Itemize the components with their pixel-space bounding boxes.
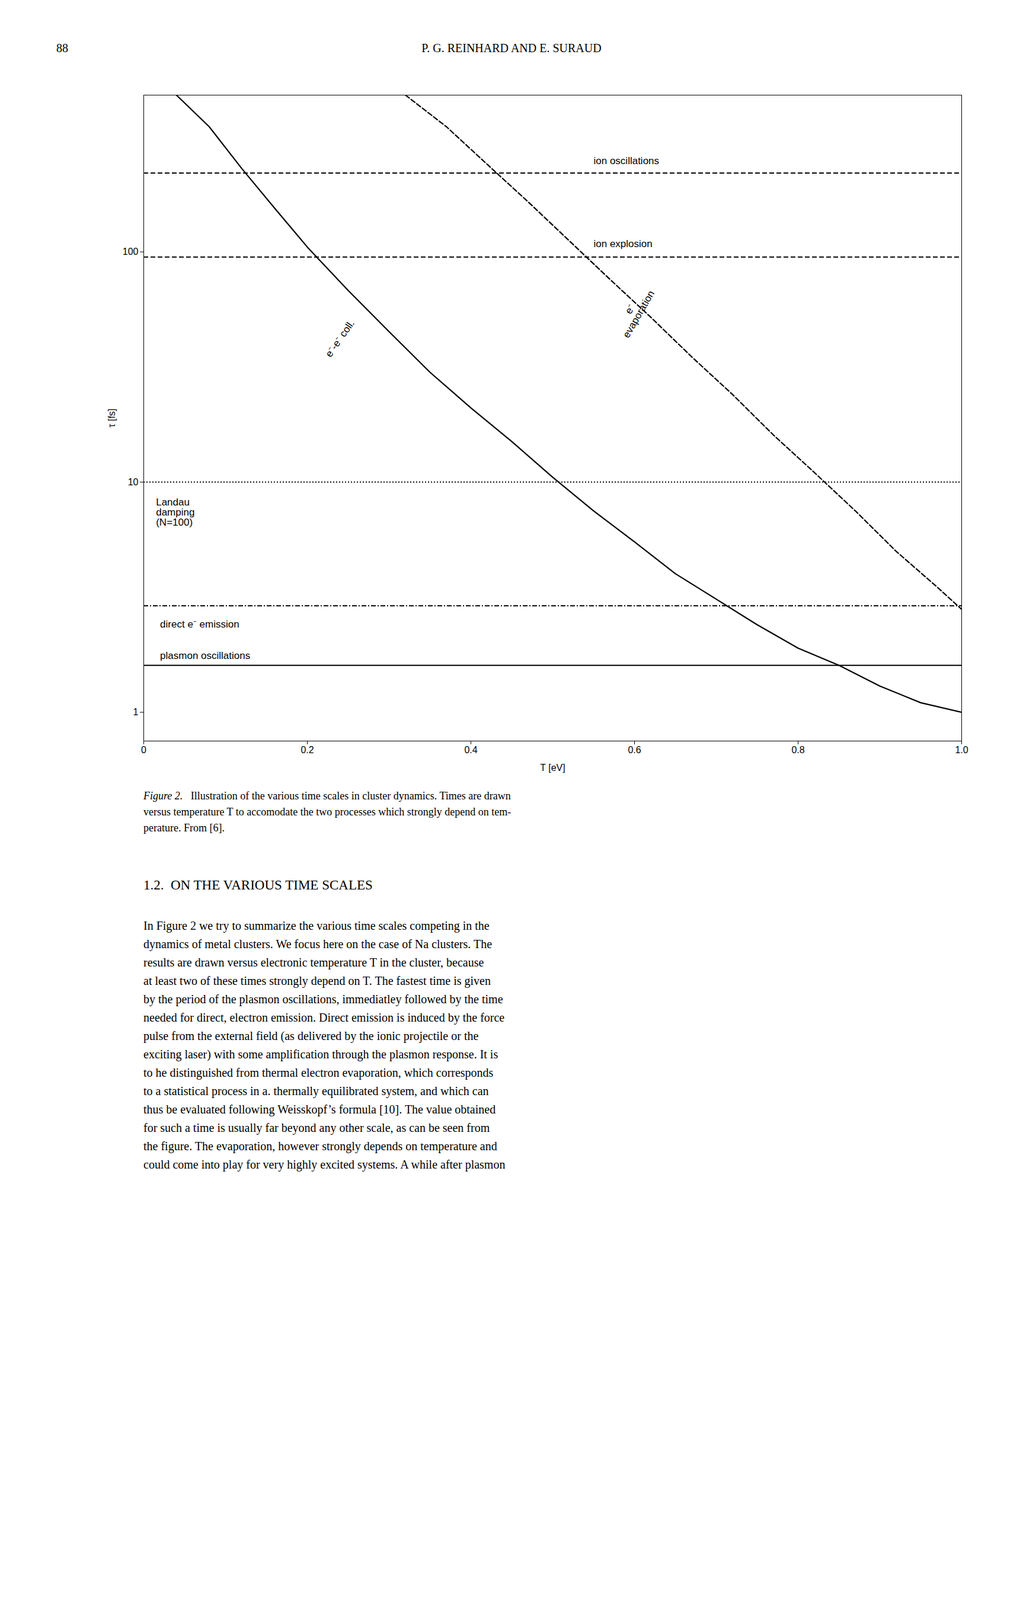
html-text:88: 88 — [56, 41, 69, 55]
html-text:Figure 2. Illustration of the: Figure 2. Illustration of the various ti… — [143, 790, 512, 834]
svg-text:ion explosion: ion explosion — [593, 238, 653, 250]
svg-text:plasmon oscillations: plasmon oscillations — [160, 650, 251, 662]
html-text:1.2. ON THE VARIOUS TIME SCALE: 1.2. ON THE VARIOUS TIME SCALES — [143, 877, 373, 893]
svg-text:0.4: 0.4 — [464, 745, 478, 756]
html-text:P. G. REINHARD AND E. SURAUD: P. G. REINHARD AND E. SURAUD — [421, 41, 602, 55]
svg-text:Landaudamping(N=100): Landaudamping(N=100) — [155, 496, 195, 529]
svg-text:1.0: 1.0 — [954, 745, 968, 756]
svg-text:0.6: 0.6 — [627, 745, 641, 756]
svg-text:T [eV]: T [eV] — [539, 762, 565, 773]
svg-text:e⁻evaporation: e⁻evaporation — [612, 283, 658, 340]
svg-text:direct e⁻ emission: direct e⁻ emission — [160, 618, 240, 631]
svg-text:0.2: 0.2 — [300, 745, 314, 756]
svg-text:100: 100 — [122, 246, 139, 257]
svg-text:e⁻-e⁻ coll.: e⁻-e⁻ coll. — [323, 318, 357, 360]
svg-text:0: 0 — [141, 745, 147, 756]
svg-text:ion oscillations: ion oscillations — [593, 155, 660, 167]
svg-text:τ [fs]: τ [fs] — [106, 408, 117, 428]
svg-text:1: 1 — [133, 707, 139, 718]
svg-text:10: 10 — [128, 477, 139, 488]
html-text:In Figure 2 we try to summariz: In Figure 2 we try to summarize the vari… — [143, 919, 506, 1172]
svg-text:0.8: 0.8 — [791, 745, 805, 756]
